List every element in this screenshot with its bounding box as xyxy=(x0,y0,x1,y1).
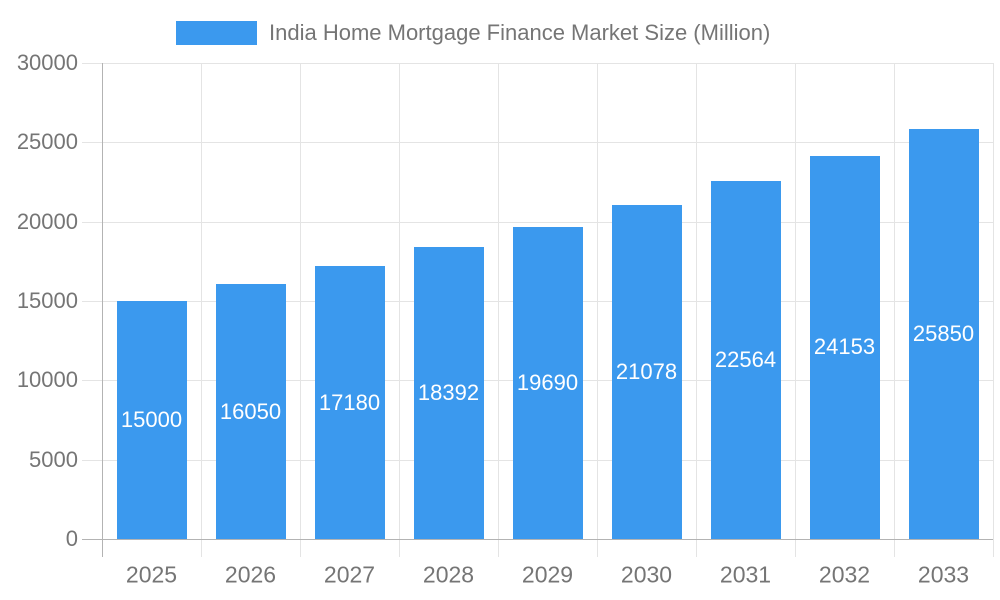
gridline-vertical xyxy=(498,63,499,557)
bar[interactable]: 24153 xyxy=(809,155,880,539)
gridline-vertical xyxy=(993,63,994,557)
legend-label: India Home Mortgage Finance Market Size … xyxy=(269,20,771,45)
bar-value-label: 17180 xyxy=(318,389,381,415)
gridline-horizontal xyxy=(82,221,993,223)
x-axis-tick-label: 2032 xyxy=(818,561,871,588)
x-axis-tick-label: 2031 xyxy=(719,561,772,588)
bar[interactable]: 22564 xyxy=(710,181,781,539)
bar-value-label: 22564 xyxy=(714,347,777,372)
gridline-horizontal xyxy=(82,63,993,64)
gridline-vertical xyxy=(597,63,598,557)
bar-value-label: 16050 xyxy=(219,398,282,424)
x-axis-tick-label: 2028 xyxy=(422,561,475,588)
plot-area: 0 5000 10000 15000 20000 25000 30000 15000 2025 1… xyxy=(17,50,994,588)
bar[interactable]: 19690 xyxy=(512,226,583,539)
bar[interactable]: 15000 xyxy=(116,301,187,539)
legend-item[interactable]: India Home Mortgage Finance Market Size … xyxy=(176,20,771,45)
y-axis-tick-label: 15000 xyxy=(16,288,78,313)
gridline-vertical xyxy=(300,63,301,557)
gridline-vertical xyxy=(399,63,400,557)
bar-value-label: 24153 xyxy=(813,334,876,360)
bar-value-label: 18392 xyxy=(417,380,480,406)
gridline-vertical xyxy=(795,63,796,557)
y-axis-line xyxy=(102,63,103,557)
bar-value-label: 15000 xyxy=(120,407,183,432)
x-axis-tick-label: 2030 xyxy=(620,561,673,588)
gridline-vertical xyxy=(201,63,202,557)
x-axis-tick-label: 2025 xyxy=(125,561,178,588)
x-axis-line xyxy=(82,539,993,540)
y-axis-tick-label: 25000 xyxy=(16,129,78,155)
x-axis-tick-label: 2029 xyxy=(521,561,574,588)
gridline-vertical xyxy=(894,63,895,557)
x-axis-tick-label: 2033 xyxy=(917,561,970,588)
y-axis-tick-label: 0 xyxy=(65,526,78,551)
bar-value-label: 21078 xyxy=(615,358,678,384)
bar[interactable]: 17180 xyxy=(314,266,385,539)
bar[interactable]: 21078 xyxy=(611,204,682,539)
bar-value-label: 25850 xyxy=(912,320,975,346)
y-axis-tick-label: 20000 xyxy=(16,208,78,234)
gridline-horizontal xyxy=(82,142,993,144)
bar[interactable]: 25850 xyxy=(908,128,979,539)
legend-swatch xyxy=(176,21,257,45)
x-axis-tick-label: 2027 xyxy=(323,561,376,588)
bar-value-label: 19690 xyxy=(516,369,579,395)
x-axis-tick-label: 2026 xyxy=(224,561,277,588)
gridline-vertical xyxy=(696,63,697,557)
y-axis-tick-label: 30000 xyxy=(16,50,78,75)
bar[interactable]: 16050 xyxy=(215,284,286,539)
y-axis-tick-label: 10000 xyxy=(16,367,78,393)
bar[interactable]: 18392 xyxy=(413,247,484,539)
y-axis-tick-label: 5000 xyxy=(29,446,78,472)
